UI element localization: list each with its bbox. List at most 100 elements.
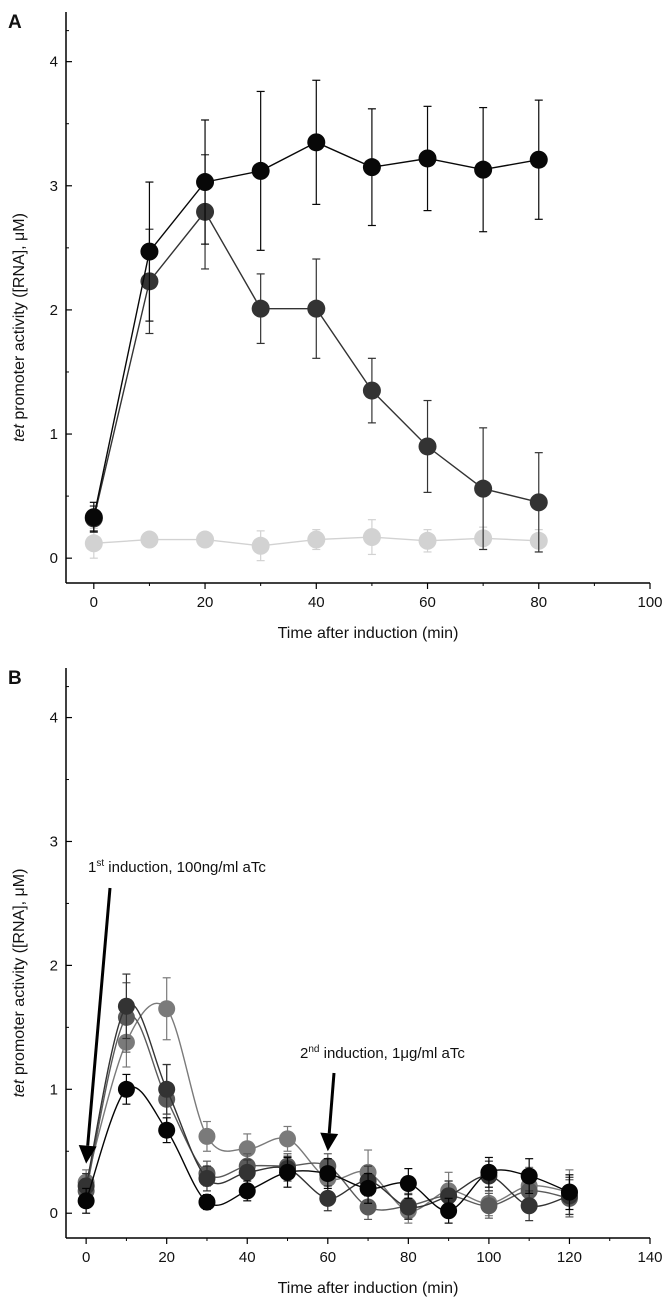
annotation-sup: st [96, 858, 104, 869]
data-point [84, 508, 103, 527]
data-point [196, 530, 215, 549]
annotation-base: 1 [88, 859, 96, 876]
data-point [307, 299, 326, 318]
data-point [474, 160, 493, 179]
data-point [307, 530, 326, 549]
x-axis-title: Time after induction (min) [278, 1280, 459, 1297]
series-2 [84, 154, 548, 553]
annotation-rest: induction, 1μg/ml aTc [319, 1045, 465, 1062]
x-tick-label: 0 [90, 594, 98, 611]
series-line [93, 210, 539, 519]
panel-letter: A [8, 12, 22, 33]
annotation-arrow-shaft [86, 887, 112, 1146]
data-point [251, 161, 270, 180]
y-axis-title: tet promoter activity ([RNA], μM) [11, 213, 28, 442]
data-point [362, 381, 381, 400]
data-point [418, 149, 437, 168]
data-point [560, 1183, 578, 1201]
data-point [238, 1140, 256, 1158]
data-point [77, 1177, 95, 1195]
data-point [238, 1182, 256, 1200]
series-4 [77, 1073, 578, 1224]
y-axis-title-rest: promoter activity ([RNA], μM) [11, 213, 28, 424]
y-tick-label: 2 [50, 302, 58, 319]
x-tick-label: 60 [319, 1249, 336, 1266]
x-tick-label: 0 [82, 1249, 90, 1266]
data-point [319, 1189, 337, 1207]
y-axis-title-rest: promoter activity ([RNA], μM) [11, 869, 28, 1080]
x-axis-title: Time after induction (min) [278, 625, 459, 642]
y-axis-title-italic: tet [11, 1079, 28, 1097]
data-point [251, 299, 270, 318]
annotation-arrow-shaft [327, 1072, 336, 1134]
data-point [198, 1193, 216, 1211]
y-tick-label: 1 [50, 426, 58, 443]
x-tick-label: 40 [308, 594, 325, 611]
y-axis-title: tet promoter activity ([RNA], μM) [11, 869, 28, 1098]
annotation-text: 1st induction, 100ng/ml aTc [88, 858, 266, 876]
series-1 [84, 519, 548, 562]
y-tick-label: 3 [50, 178, 58, 195]
induction-annotation-2: 2nd induction, 1μg/ml aTc [300, 1044, 465, 1152]
y-tick-label: 1 [50, 1081, 58, 1098]
data-point [362, 158, 381, 177]
data-point [480, 1197, 498, 1215]
data-point [474, 479, 493, 498]
data-point [319, 1165, 337, 1183]
data-point [418, 437, 437, 456]
data-point [158, 1121, 176, 1139]
x-tick-label: 100 [637, 594, 662, 611]
y-tick-label: 4 [50, 54, 58, 71]
annotation-base: 2 [300, 1045, 308, 1062]
data-point [480, 1163, 498, 1181]
data-point [520, 1167, 538, 1185]
data-point [362, 528, 381, 547]
data-point [84, 534, 103, 553]
data-point [359, 1179, 377, 1197]
data-point [520, 1197, 538, 1215]
x-tick-label: 140 [637, 1249, 662, 1266]
data-point [140, 530, 159, 549]
y-tick-label: 0 [50, 1205, 58, 1222]
series-3 [84, 79, 548, 533]
y-axis-title-italic: tet [11, 424, 28, 442]
y-tick-label: 0 [50, 550, 58, 567]
x-tick-label: 120 [557, 1249, 582, 1266]
x-tick-label: 80 [400, 1249, 417, 1266]
induction-annotation-1: 1st induction, 100ng/ml aTc [78, 858, 266, 1164]
annotation-arrow-head [78, 1144, 97, 1164]
data-point [117, 1080, 135, 1098]
data-point [279, 1130, 297, 1148]
data-point [198, 1170, 216, 1188]
data-point [279, 1163, 297, 1181]
x-tick-label: 40 [239, 1249, 256, 1266]
data-point [117, 997, 135, 1015]
data-point [307, 133, 326, 152]
data-point [440, 1202, 458, 1220]
data-point [529, 493, 548, 512]
x-tick-label: 20 [197, 594, 214, 611]
data-point [359, 1198, 377, 1216]
y-tick-label: 3 [50, 833, 58, 850]
data-point [440, 1187, 458, 1205]
annotation-arrow-head [320, 1132, 339, 1152]
data-point [529, 150, 548, 169]
data-point [198, 1127, 216, 1145]
data-point [158, 1080, 176, 1098]
y-tick-label: 2 [50, 957, 58, 974]
data-point [238, 1163, 256, 1181]
x-tick-label: 100 [476, 1249, 501, 1266]
data-point [140, 242, 159, 261]
data-point [196, 173, 215, 192]
data-point [77, 1192, 95, 1210]
annotation-text: 2nd induction, 1μg/ml aTc [300, 1044, 465, 1062]
data-point [418, 531, 437, 550]
panel-letter: B [8, 668, 22, 689]
annotation-sup: nd [308, 1044, 319, 1055]
data-point [399, 1174, 417, 1192]
x-tick-label: 20 [158, 1249, 175, 1266]
x-tick-label: 60 [419, 594, 436, 611]
